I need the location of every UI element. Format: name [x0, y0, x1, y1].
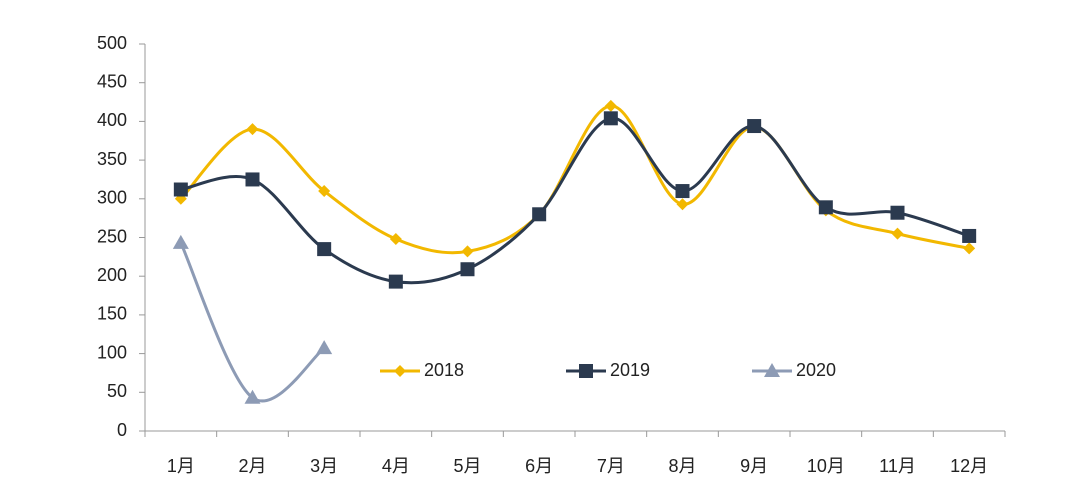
- point: [676, 198, 689, 211]
- point: [818, 200, 833, 215]
- point: [172, 234, 189, 249]
- point: [246, 123, 259, 136]
- x-tick-label: 4月: [382, 456, 410, 476]
- point: [891, 227, 904, 240]
- y-tick-label: 0: [117, 420, 127, 440]
- y-tick-label: 100: [97, 342, 127, 362]
- point: [962, 228, 977, 243]
- x-tick-label: 1月: [167, 456, 195, 476]
- legend-marker: [579, 364, 593, 378]
- point: [604, 99, 617, 112]
- legend-marker: [764, 363, 780, 377]
- legend-marker: [394, 365, 406, 377]
- point: [461, 245, 474, 258]
- y-tick-label: 50: [107, 381, 127, 401]
- x-tick-label: 12月: [950, 456, 988, 476]
- point: [388, 274, 403, 289]
- legend-label: 2018: [424, 360, 464, 380]
- y-tick-label: 450: [97, 71, 127, 91]
- series-line: [179, 104, 970, 255]
- y-tick-label: 500: [97, 33, 127, 53]
- point: [317, 242, 332, 257]
- legend-label: 2020: [796, 360, 836, 380]
- point: [532, 207, 547, 222]
- point: [173, 182, 188, 197]
- legend-label: 2019: [610, 360, 650, 380]
- series-line: [180, 116, 970, 285]
- point: [244, 389, 261, 404]
- point: [460, 262, 475, 277]
- y-tick-label: 200: [97, 265, 127, 285]
- point: [747, 119, 762, 134]
- x-tick-label: 11月: [879, 456, 916, 476]
- y-tick-label: 350: [97, 149, 127, 169]
- point: [603, 111, 618, 126]
- point: [318, 185, 331, 198]
- x-tick-label: 10月: [807, 456, 845, 476]
- x-tick-label: 2月: [238, 456, 266, 476]
- point: [963, 242, 976, 255]
- point: [890, 205, 905, 220]
- point: [245, 172, 260, 187]
- point: [316, 340, 333, 355]
- series-line: [179, 242, 326, 403]
- x-tick-label: 9月: [740, 456, 768, 476]
- x-tick-label: 7月: [597, 456, 625, 476]
- point: [675, 184, 690, 199]
- y-tick-label: 150: [97, 304, 127, 324]
- x-tick-label: 6月: [525, 456, 553, 476]
- x-tick-label: 3月: [310, 456, 338, 476]
- point: [389, 233, 402, 246]
- y-tick-label: 300: [97, 188, 127, 208]
- x-tick-label: 5月: [453, 456, 481, 476]
- y-tick-label: 250: [97, 226, 127, 246]
- x-tick-label: 8月: [668, 456, 696, 476]
- y-tick-label: 400: [97, 110, 127, 130]
